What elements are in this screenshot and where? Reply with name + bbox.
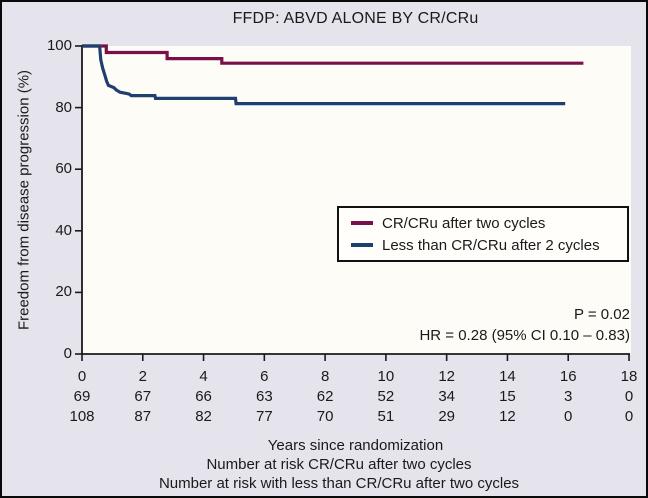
hazard-ratio-text: HR = 0.28 (95% CI 0.10 – 0.83) [419, 327, 630, 344]
at-risk-value-less-than-cr-cru: 77 [255, 408, 273, 425]
chart-title: FFDP: ABVD ALONE BY CR/CRu [232, 10, 479, 27]
at-risk-value-cr-cru: 63 [255, 388, 273, 405]
y-tick-label: 40 [55, 221, 72, 239]
at-risk-value-cr-cru: 66 [195, 388, 212, 405]
y-tick-label: 0 [63, 345, 72, 362]
at-risk-value-less-than-cr-cru: 82 [195, 408, 212, 425]
at-risk-value-less-than-cr-cru: 108 [69, 408, 95, 425]
at-risk-value-less-than-cr-cru: 0 [624, 408, 634, 425]
at-risk-value-cr-cru: 15 [499, 388, 516, 405]
survival-curve-cr-cru [82, 44, 584, 65]
x-tick-label: 18 [620, 368, 638, 385]
survival-curve-less-than-cr-cru [82, 44, 566, 106]
legend-label-less-than-cr-cru: Less than CR/CRu after 2 cycles [382, 236, 600, 254]
legend-item-cr-cru: CR/CRu after two cycles [351, 212, 623, 234]
risk-caption-cr-cru: Number at risk CR/CRu after two cycles [206, 456, 472, 473]
legend: CR/CRu after two cycles Less than CR/CRu… [337, 206, 629, 262]
x-tick-label: 4 [199, 368, 208, 385]
at-risk-value-less-than-cr-cru: 0 [564, 408, 573, 425]
x-tick-label: 16 [559, 368, 577, 385]
at-risk-value-cr-cru: 52 [377, 388, 395, 405]
at-risk-value-less-than-cr-cru: 29 [438, 408, 455, 425]
at-risk-value-less-than-cr-cru: 87 [134, 408, 152, 425]
x-tick-label: 2 [138, 368, 147, 385]
x-tick-label: 14 [499, 368, 516, 385]
less-than-cr-cru-line-swatch-icon [351, 243, 373, 247]
at-risk-value-less-than-cr-cru: 12 [499, 408, 516, 425]
x-tick-label: 10 [377, 368, 395, 385]
x-tick-label: 8 [320, 368, 330, 385]
risk-caption-less-than-cr-cru: Number at risk with less than CR/CRu aft… [158, 475, 520, 492]
x-axis-label: Years since randomization [267, 437, 444, 454]
at-risk-value-less-than-cr-cru: 51 [377, 408, 395, 425]
x-tick-label: 12 [438, 368, 455, 385]
x-tick-label: 6 [260, 368, 269, 385]
y-tick-label: 20 [55, 283, 72, 301]
at-risk-value-cr-cru: 3 [564, 388, 573, 405]
legend-item-less-than-cr-cru: Less than CR/CRu after 2 cycles [351, 234, 623, 256]
at-risk-value-cr-cru: 34 [438, 388, 455, 405]
cr-cru-line-swatch-icon [351, 221, 373, 225]
at-risk-value-cr-cru: 62 [316, 388, 334, 405]
y-tick-label: 100 [46, 37, 72, 54]
at-risk-value-cr-cru: 69 [73, 388, 91, 405]
stats-annotation: P = 0.02 HR = 0.28 (95% CI 0.10 – 0.83) [419, 304, 630, 346]
at-risk-value-less-than-cr-cru: 70 [316, 408, 334, 425]
y-tick-label: 60 [55, 160, 72, 178]
at-risk-value-cr-cru: 67 [134, 388, 152, 405]
at-risk-value-cr-cru: 0 [624, 388, 634, 405]
y-tick-label: 80 [55, 98, 72, 116]
p-value-text: P = 0.02 [573, 306, 630, 323]
x-tick-label: 0 [77, 368, 87, 385]
legend-label-cr-cru: CR/CRu after two cycles [382, 214, 546, 232]
